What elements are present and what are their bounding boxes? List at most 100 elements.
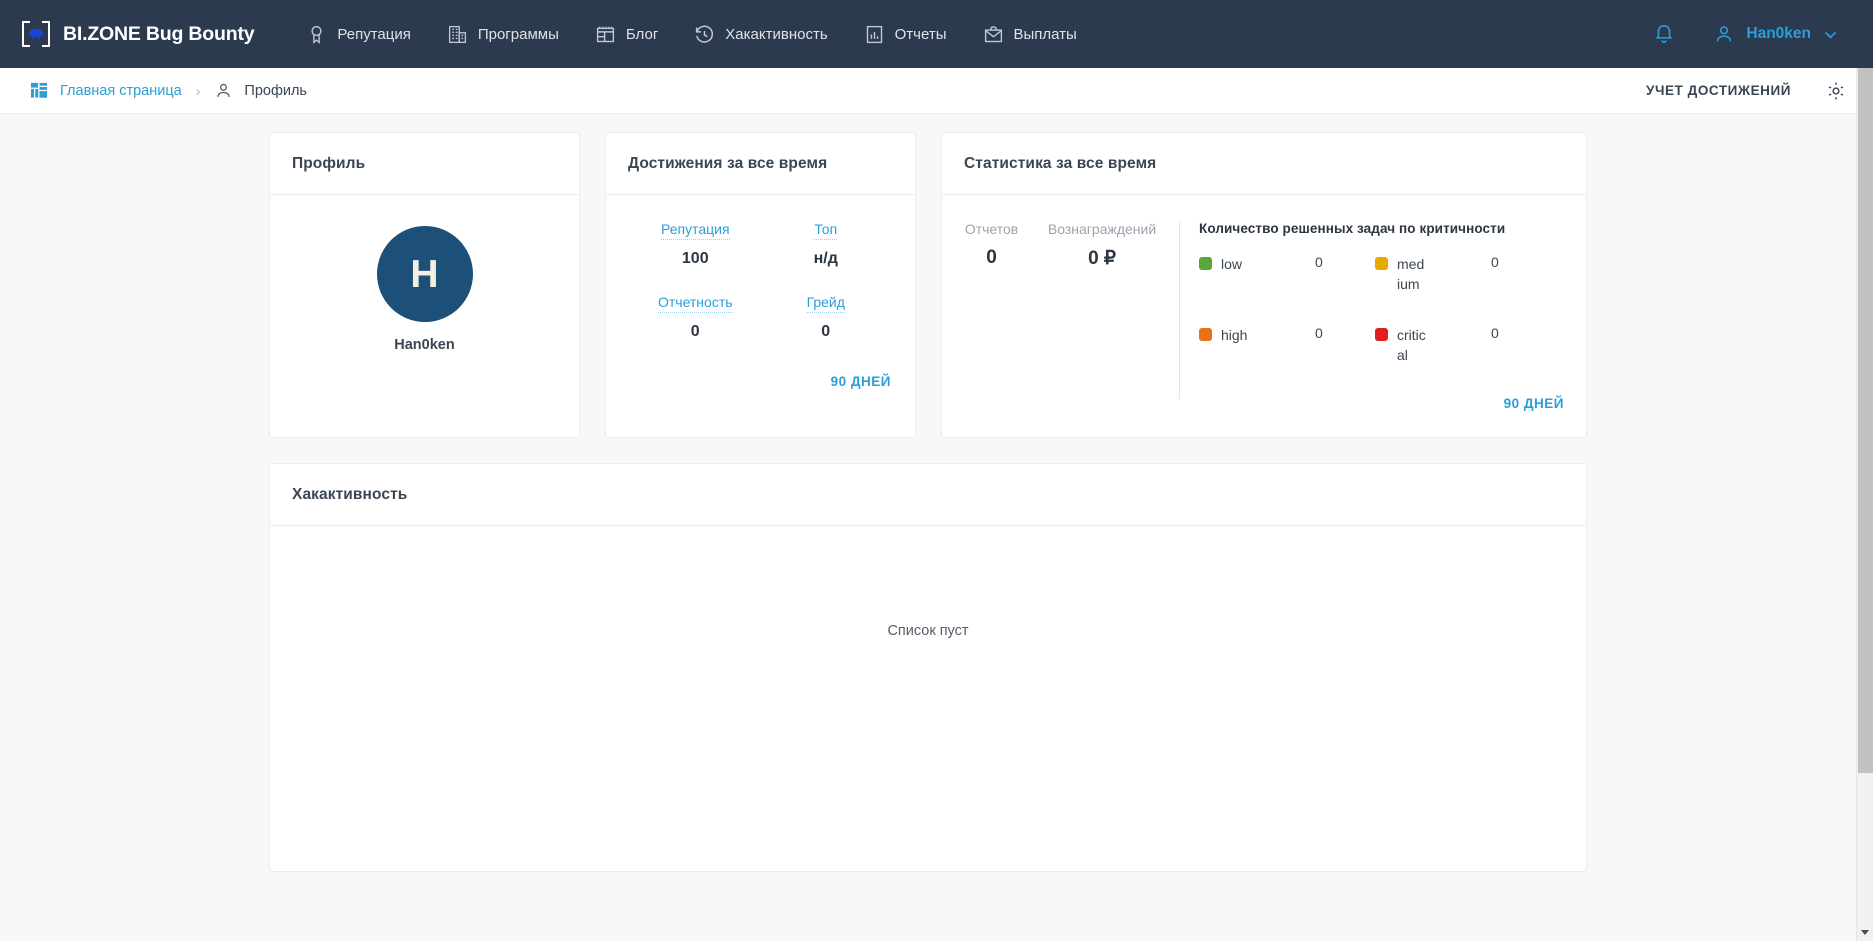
- period-90-days-link[interactable]: 90 ДНЕЙ: [830, 374, 891, 389]
- severity-grid: low 0 medium 0 high: [1199, 254, 1564, 365]
- kpi-value: 100: [681, 250, 709, 267]
- settings-button[interactable]: [1821, 76, 1851, 106]
- nav-label: Репутация: [337, 25, 411, 43]
- nav-item-blog[interactable]: Блог: [577, 14, 676, 55]
- card-header: Хакактивность: [270, 464, 1586, 526]
- page-content: Профиль H Han0ken Достижения за все врем…: [0, 114, 1856, 941]
- card-title: Достижения за все время: [628, 154, 828, 172]
- breadcrumb-label: Главная страница: [60, 82, 182, 99]
- bell-icon: [1656, 25, 1673, 44]
- empty-list-message: Список пуст: [887, 623, 969, 639]
- severity-item-high: high: [1199, 325, 1251, 345]
- card-title: Статистика за все время: [964, 154, 1157, 172]
- card-title: Профиль: [292, 154, 366, 172]
- top-navigation-bar: BI.ZONE Bug Bounty Репутация Программы: [0, 0, 1873, 68]
- nav-item-payouts[interactable]: Выплаты: [965, 14, 1095, 55]
- gear-icon: [1828, 82, 1844, 99]
- card-body: H Han0ken: [270, 195, 579, 437]
- profile-card: Профиль H Han0ken: [269, 132, 580, 438]
- achievements-card: Достижения за все время Репутация 100 То…: [605, 132, 916, 438]
- brand-logo-link[interactable]: BI.ZONE Bug Bounty: [22, 20, 255, 48]
- total-reports: Отчетов 0: [965, 221, 1018, 437]
- kpi-label[interactable]: Грейд: [806, 294, 845, 313]
- severity-item-critical: critical: [1375, 325, 1427, 366]
- card-header: Достижения за все время: [606, 133, 915, 195]
- briefcase-icon: [984, 25, 1002, 42]
- severity-swatch-critical: [1375, 327, 1388, 341]
- scrollbar-down-button[interactable]: [1857, 924, 1873, 941]
- hackactivity-card: Хакактивность Список пуст: [269, 463, 1587, 872]
- severity-block: Количество решенных задач по критичности…: [1180, 221, 1586, 437]
- vertical-scrollbar[interactable]: [1856, 68, 1873, 941]
- card-body: Репутация 100 Топ н/д Отчетность 0: [606, 195, 915, 437]
- severity-label: medium: [1397, 256, 1425, 293]
- kpi-reputation: Репутация 100: [630, 221, 761, 268]
- scrollbar-thumb[interactable]: [1858, 68, 1873, 773]
- nav-item-reputation[interactable]: Репутация: [288, 14, 428, 55]
- total-value: 0: [986, 247, 997, 268]
- kpi-value: н/д: [813, 250, 838, 267]
- card-title: Хакактивность: [292, 485, 408, 503]
- total-label: Отчетов: [964, 221, 1019, 237]
- brand-title: BI.ZONE Bug Bounty: [63, 22, 255, 45]
- breadcrumb-label: Профиль: [244, 82, 307, 99]
- nav-label: Выплаты: [1013, 25, 1077, 43]
- person-icon: [1717, 26, 1732, 42]
- achievements-period-row: 90 ДНЕЙ: [606, 373, 891, 391]
- vertical-divider: [1179, 221, 1180, 399]
- notifications-button[interactable]: [1633, 15, 1695, 53]
- nav-item-reports[interactable]: Отчеты: [846, 14, 965, 55]
- severity-count-critical: 0: [1491, 324, 1499, 341]
- history-clock-icon: [696, 25, 714, 43]
- nav-label: Хакактивность: [725, 25, 828, 43]
- totals-group: Отчетов 0 Вознаграждений 0 ₽: [942, 221, 1179, 437]
- person-icon: [217, 83, 231, 97]
- severity-swatch-low: [1199, 257, 1212, 270]
- achievements-log-button[interactable]: УЧЕТ ДОСТИЖЕНИЙ: [1646, 83, 1791, 98]
- severity-label: low: [1221, 256, 1243, 272]
- kpi-grid: Репутация 100 Топ н/д Отчетность 0: [630, 221, 891, 341]
- total-rewards: Вознаграждений 0 ₽: [1048, 221, 1156, 437]
- severity-swatch-medium: [1375, 257, 1388, 270]
- kpi-label[interactable]: Топ: [814, 221, 838, 240]
- breadcrumb-separator: ›: [195, 82, 201, 99]
- card-body: Список пуст: [270, 526, 1586, 871]
- user-menu-button[interactable]: Han0ken: [1695, 15, 1851, 53]
- caret-down-icon: [1861, 930, 1869, 935]
- home-grid-icon: [30, 82, 48, 98]
- severity-item-medium: medium: [1375, 254, 1427, 295]
- nav-right-cluster: Han0ken: [1633, 15, 1851, 53]
- kpi-value: 0: [821, 323, 831, 340]
- nav-label: Программы: [477, 25, 559, 43]
- period-90-days-link[interactable]: 90 ДНЕЙ: [1503, 396, 1564, 411]
- severity-item-low: low: [1199, 254, 1251, 274]
- avatar-initial: H: [410, 252, 439, 296]
- kpi-label[interactable]: Репутация: [660, 221, 730, 240]
- severity-swatch-high: [1199, 327, 1212, 341]
- statistics-card: Статистика за все время Отчетов 0 Вознаг…: [941, 132, 1587, 438]
- breadcrumb-actions: УЧЕТ ДОСТИЖЕНИЙ: [1642, 76, 1851, 106]
- breadcrumb-item-profile: Профиль: [214, 81, 307, 100]
- total-label: Вознаграждений: [1047, 221, 1157, 237]
- nav-label: Блог: [625, 25, 659, 43]
- kpi-top: Топ н/д: [761, 221, 892, 268]
- building-icon: [448, 25, 466, 43]
- avatar[interactable]: H: [376, 226, 473, 322]
- chevron-down-icon: [1824, 31, 1837, 38]
- top-card-row: Профиль H Han0ken Достижения за все врем…: [0, 132, 1856, 438]
- statistics-period-row: 90 ДНЕЙ: [1504, 395, 1564, 413]
- nav-item-programs[interactable]: Программы: [429, 14, 577, 55]
- nav-label: Отчеты: [894, 25, 947, 43]
- card-header: Профиль: [270, 133, 579, 195]
- nav-item-hackactivity[interactable]: Хакактивность: [676, 14, 845, 55]
- kpi-reporting: Отчетность 0: [630, 294, 761, 341]
- severity-count-low: 0: [1315, 254, 1323, 270]
- severity-title: Количество решенных задач по критичности: [1199, 221, 1506, 236]
- bottom-card-row: Хакактивность Список пуст: [0, 438, 1856, 872]
- profile-username: Han0ken: [394, 337, 455, 353]
- card-body: Отчетов 0 Вознаграждений 0 ₽ Количество …: [942, 195, 1586, 437]
- kpi-label[interactable]: Отчетность: [657, 294, 733, 313]
- severity-count-medium: 0: [1491, 254, 1499, 270]
- breadcrumb-item-home[interactable]: Главная страница: [30, 81, 182, 100]
